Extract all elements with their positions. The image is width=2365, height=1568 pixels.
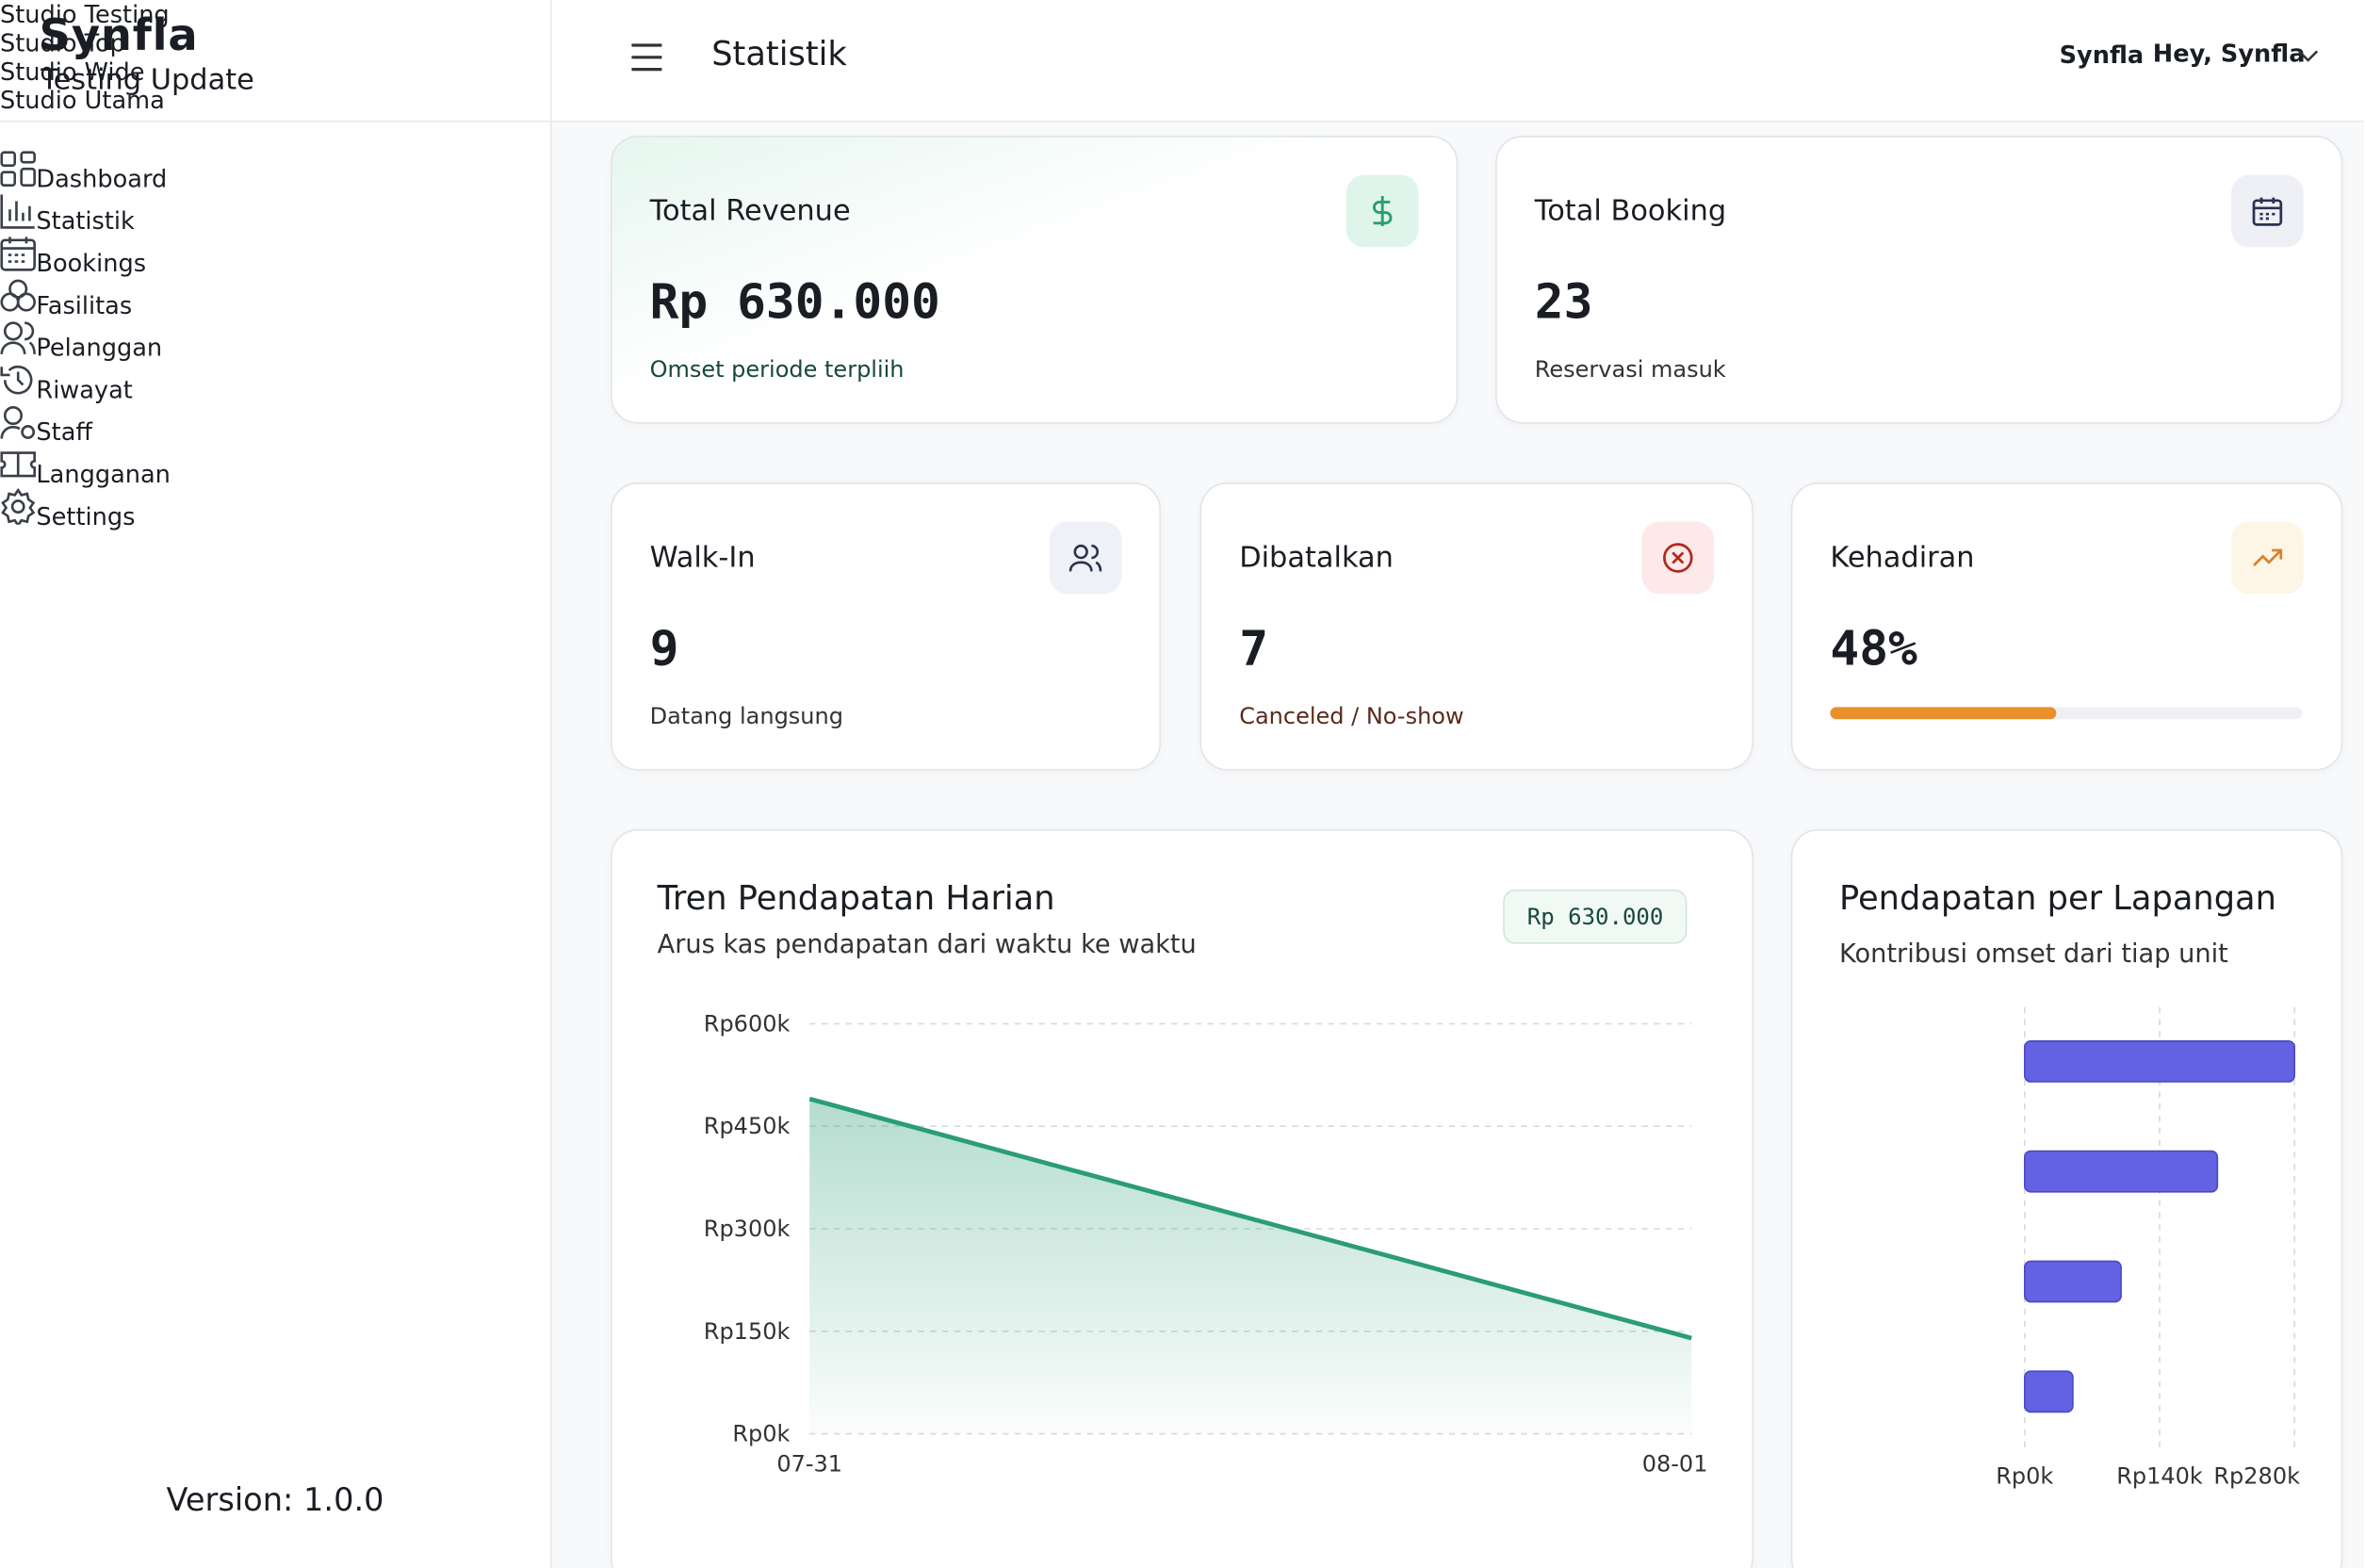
nav-label: Staff xyxy=(36,417,93,447)
card-icon xyxy=(1049,521,1122,595)
x-tick-label: 07-31 xyxy=(776,1451,842,1478)
nav-label: Bookings xyxy=(36,249,147,278)
chart-title: Pendapatan per Lapangan xyxy=(1839,880,2276,919)
bar xyxy=(2024,1260,2122,1303)
nav-icon xyxy=(0,194,35,229)
chart-title: Tren Pendapatan Harian xyxy=(657,880,1055,919)
card-revenue: Total Revenue Rp 630.000 Omset periode t… xyxy=(611,136,1459,424)
nav-label: Riwayat xyxy=(36,375,133,404)
line xyxy=(808,1096,1692,1341)
nav: Dashboard Statistik Bookings Fasilitas Pelan… xyxy=(0,151,550,531)
card-walkin: Walk-In 9 Datang langsung xyxy=(611,482,1161,771)
nav-label: Fasilitas xyxy=(36,290,133,320)
nav-label: Pelanggan xyxy=(36,333,163,362)
sidebar: Synfla Testing Update Dashboard Statistik… xyxy=(0,0,552,1568)
x-tick-label: 08-01 xyxy=(1642,1451,1708,1478)
y-tick-label: Rp450k xyxy=(704,1113,791,1139)
x-tick-label: Rp0k xyxy=(1996,1462,2053,1489)
y-tick-label: Rp600k xyxy=(704,1010,791,1037)
card-icon xyxy=(2231,174,2304,248)
brand-subtitle: Testing Update xyxy=(41,63,254,97)
nav-item[interactable]: Staff xyxy=(0,404,550,447)
card-value: 9 xyxy=(649,619,679,678)
y-tick-label: Rp300k xyxy=(704,1216,791,1242)
y-tick-label: Rp150k xyxy=(704,1318,791,1345)
nav-item[interactable]: Settings xyxy=(0,487,550,531)
bar-labels: Studio Testing Studio Top Studio Wide Studi… xyxy=(0,0,170,115)
nav-icon xyxy=(0,151,36,187)
nav-item[interactable]: Statistik xyxy=(0,193,550,236)
nav-label: Dashboard xyxy=(36,164,168,193)
chevron[interactable] xyxy=(2297,48,2319,63)
nav-label: Langganan xyxy=(36,460,171,489)
menu-icon[interactable] xyxy=(630,42,663,73)
nav-icon xyxy=(0,366,33,395)
card-icon xyxy=(1346,174,1419,248)
card-caption: Datang langsung xyxy=(649,702,843,730)
card-cancelled: Dibatalkan 7 Canceled / No-show xyxy=(1199,482,1753,771)
nav-icon xyxy=(0,321,36,354)
nav-item[interactable]: Pelanggan xyxy=(0,319,550,362)
card-caption: Reservasi masuk xyxy=(1534,355,1726,384)
card-caption: Canceled / No-show xyxy=(1239,702,1464,730)
chart-subtitle: Kontribusi omset dari tiap unit xyxy=(1839,939,2228,970)
bar xyxy=(2024,1040,2296,1083)
card-title: Kehadiran xyxy=(1830,541,1975,575)
card-title: Total Revenue xyxy=(649,194,851,228)
card-icon xyxy=(1641,521,1715,595)
nav-item[interactable]: Fasilitas xyxy=(0,277,550,319)
page-title: Statistik xyxy=(711,36,847,74)
y-tick-label: Studio Wide xyxy=(0,57,145,87)
progress-track xyxy=(1830,707,2303,720)
bar xyxy=(2024,1150,2219,1193)
area xyxy=(809,1099,1692,1434)
y-tick-label: Studio Testing xyxy=(0,0,170,29)
card-title: Total Booking xyxy=(1534,194,1727,228)
chart-subtitle: Arus kas pendapatan dari waktu ke waktu xyxy=(657,930,1197,961)
nav-item[interactable]: Dashboard xyxy=(0,151,550,193)
nav-icon xyxy=(0,237,36,271)
header: Statistik Synfla Hey, Synfla xyxy=(551,0,2364,122)
x-tick-label: Rp280k xyxy=(2213,1462,2300,1489)
nav-icon xyxy=(0,279,36,312)
version: Version: 1.0.0 xyxy=(166,1481,384,1519)
brand-box: Synfla Testing Update xyxy=(0,0,550,122)
card-value: Rp 630.000 xyxy=(649,272,940,331)
nav-label: Statistik xyxy=(36,206,135,236)
total-badge: Rp 630.000 xyxy=(1503,890,1688,944)
nav-item[interactable]: Bookings xyxy=(0,236,550,278)
x-tick-label: Rp140k xyxy=(2116,1462,2203,1489)
nav-item[interactable]: Langganan xyxy=(0,447,550,489)
brand[interactable]: Synfla xyxy=(39,8,199,61)
nav-item[interactable]: Riwayat xyxy=(0,362,550,404)
y-tick-label: Studio Top xyxy=(0,28,125,57)
bar-chart-card: Pendapatan per Lapangan Kontribusi omset… xyxy=(1790,829,2343,1568)
user-logo: Synfla xyxy=(2059,41,2145,70)
card-value: 48% xyxy=(1830,619,1917,678)
card-booking: Total Booking 23 Reservasi masuk xyxy=(1495,136,2343,424)
bar xyxy=(2024,1370,2074,1413)
nav-label: Settings xyxy=(36,501,136,531)
nav-icon xyxy=(0,405,36,439)
card-title: Dibatalkan xyxy=(1239,541,1394,575)
card-icon xyxy=(2231,521,2304,595)
user-greeting[interactable]: Hey, Synfla xyxy=(2152,39,2306,68)
card-value: 7 xyxy=(1239,619,1269,678)
y-tick-label: Studio Utama xyxy=(0,86,165,115)
card-value: 23 xyxy=(1534,272,1593,331)
progress-bar xyxy=(1830,707,2057,720)
nav-icon xyxy=(0,451,36,478)
card-title: Walk-In xyxy=(649,541,756,575)
y-tick-label: Rp0k xyxy=(732,1421,790,1447)
card-attendance: Kehadiran 48% xyxy=(1790,482,2343,771)
card-caption: Omset periode terpliih xyxy=(649,355,905,384)
